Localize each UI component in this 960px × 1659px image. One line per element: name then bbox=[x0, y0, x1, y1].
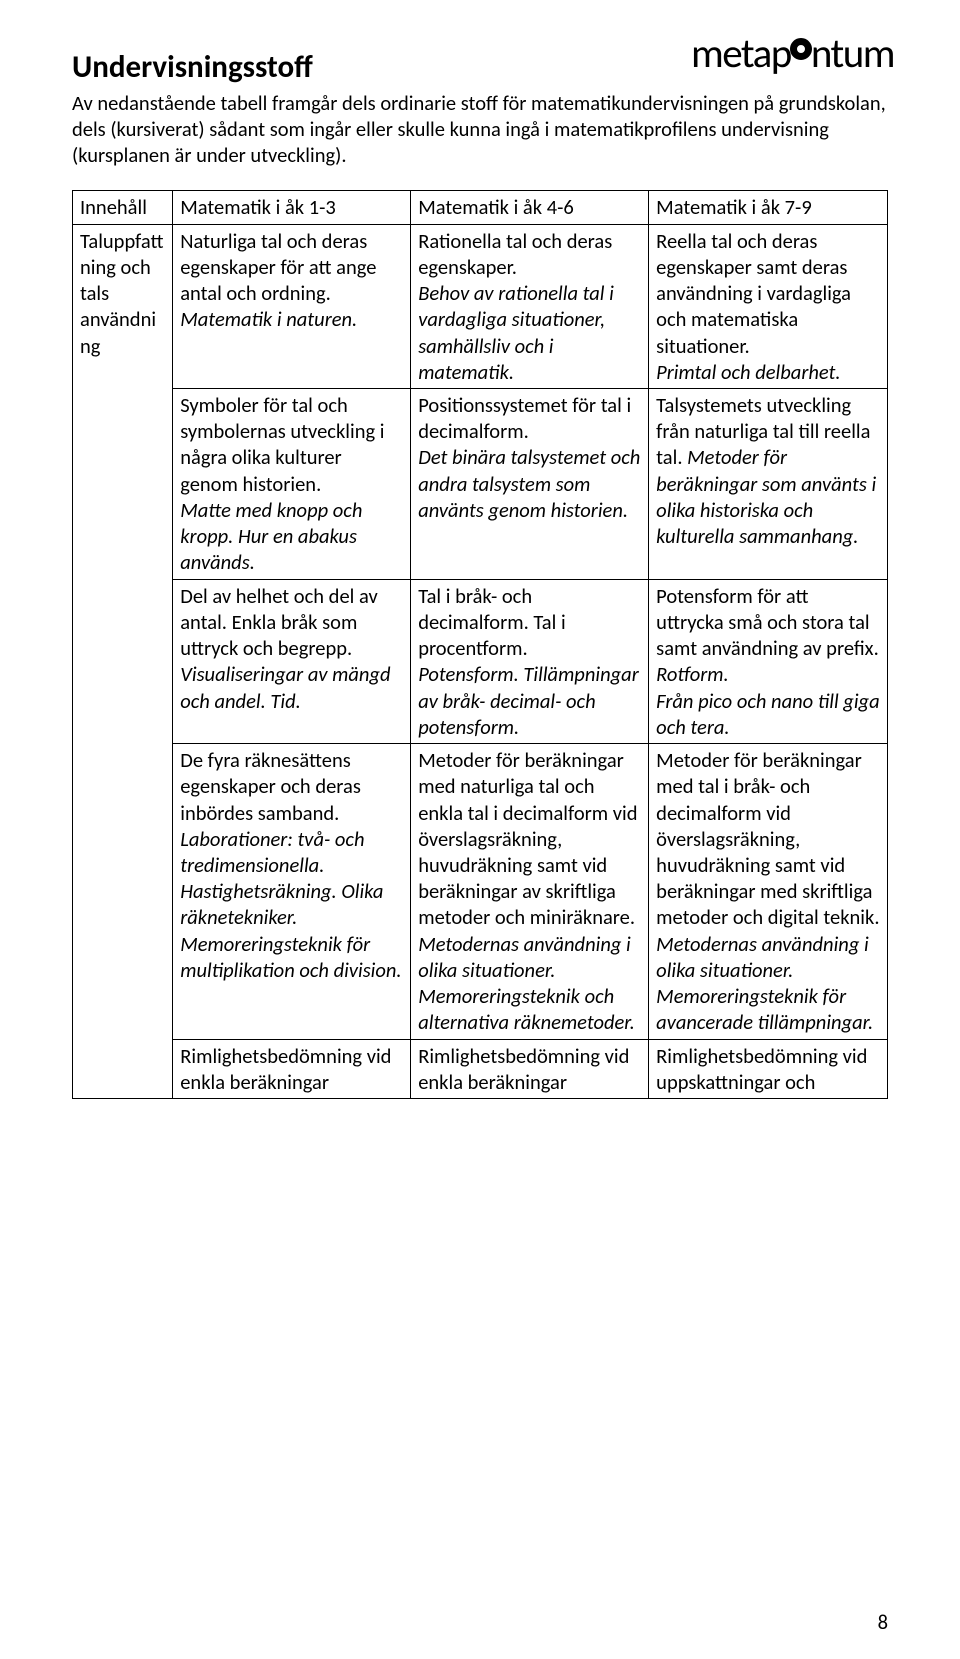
header-col0: Innehåll bbox=[73, 191, 173, 224]
cell-italic: Det binära talsystemet och andra talsyst… bbox=[418, 444, 640, 522]
cell-plain: Rimlighetsbedömning vid uppskattningar o… bbox=[656, 1043, 867, 1095]
table-header-row: Innehåll Matematik i åk 1-3 Matematik i … bbox=[73, 191, 888, 224]
logo-text-left: metap bbox=[691, 34, 791, 75]
header-col3: Matematik i åk 7-9 bbox=[649, 191, 888, 224]
header-col1: Matematik i åk 1-3 bbox=[173, 191, 411, 224]
cell-plain: Metoder för beräkningar med naturliga ta… bbox=[418, 747, 637, 930]
table-row: Taluppfattning och tals användning Natur… bbox=[73, 224, 888, 388]
header-col2: Matematik i åk 4-6 bbox=[411, 191, 649, 224]
cell-italic: Visualiseringar av mängd och andel. Tid. bbox=[180, 661, 390, 713]
cell: Del av helhet och del av antal. Enkla br… bbox=[173, 579, 411, 743]
cell-plain: Rimlighetsbedömning vid enkla beräkninga… bbox=[180, 1043, 391, 1095]
table-row: Rimlighetsbedömning vid enkla beräkninga… bbox=[73, 1039, 888, 1098]
cell: Naturliga tal och deras egenskaper för a… bbox=[173, 224, 411, 388]
cell: Symboler för tal och symbolernas utveckl… bbox=[173, 389, 411, 580]
cell-italic: Metoder för beräkningar som använts i ol… bbox=[656, 444, 876, 549]
cell-italic: Metodernas användning i olika situatione… bbox=[418, 931, 635, 1036]
table-row: De fyra räknesättens egenskaper och dera… bbox=[73, 744, 888, 1040]
cell-italic: Behov av rationella tal i vardagliga sit… bbox=[418, 280, 614, 385]
content-table: Innehåll Matematik i åk 1-3 Matematik i … bbox=[72, 190, 888, 1099]
table-row: Del av helhet och del av antal. Enkla br… bbox=[73, 579, 888, 743]
cell-italic: Matte med knopp och kropp. Hur en abakus… bbox=[180, 497, 362, 575]
cell: Metoder för beräkningar med tal i bråk- … bbox=[649, 744, 888, 1040]
logo-ring-icon bbox=[790, 38, 812, 60]
cell: Reella tal och deras egenskaper samt der… bbox=[649, 224, 888, 388]
document-page: metap ntum Undervisningsstoff Av nedanst… bbox=[0, 0, 960, 1659]
intro-paragraph: Av nedanstående tabell framgår dels ordi… bbox=[72, 90, 888, 169]
cell: Talsystemets utveckling från naturliga t… bbox=[649, 389, 888, 580]
cell-plain: Symboler för tal och symbolernas utveckl… bbox=[180, 392, 384, 497]
cell-italic: Matematik i naturen. bbox=[180, 306, 357, 332]
cell: Rimlighetsbedömning vid enkla beräkninga… bbox=[173, 1039, 411, 1098]
cell-plain: Naturliga tal och deras egenskaper för a… bbox=[180, 228, 376, 306]
cell: Rationella tal och deras egenskaper. Beh… bbox=[411, 224, 649, 388]
cell: Rimlighetsbedömning vid uppskattningar o… bbox=[649, 1039, 888, 1098]
cell-plain: Reella tal och deras egenskaper samt der… bbox=[656, 228, 851, 359]
cell-plain: De fyra räknesättens egenskaper och dera… bbox=[180, 747, 361, 825]
cell-plain: Del av helhet och del av antal. Enkla br… bbox=[180, 583, 378, 661]
cell-italic: Rotform. bbox=[656, 661, 728, 687]
cell: Metoder för beräkningar med naturliga ta… bbox=[411, 744, 649, 1040]
cell-plain: Rationella tal och deras egenskaper. bbox=[418, 228, 612, 280]
cell-italic: Laborationer: två- och tredimensionella.… bbox=[180, 826, 401, 983]
cell: Tal i bråk- och decimalform. Tal i proce… bbox=[411, 579, 649, 743]
cell-italic: Metodernas användning i olika situatione… bbox=[656, 931, 873, 1036]
page-number: 8 bbox=[878, 1609, 888, 1635]
row-category-label: Taluppfattning och tals användning bbox=[73, 224, 173, 1099]
logo-text-right: ntum bbox=[811, 34, 894, 75]
table-row: Symboler för tal och symbolernas utveckl… bbox=[73, 389, 888, 580]
cell: Potensform för att uttrycka små och stor… bbox=[649, 579, 888, 743]
cell: Positionssystemet för tal i decimalform.… bbox=[411, 389, 649, 580]
cell-plain: Potensform för att uttrycka små och stor… bbox=[656, 583, 879, 661]
cell-italic: Primtal och delbarhet. bbox=[656, 359, 840, 385]
brand-logo: metap ntum bbox=[691, 34, 894, 74]
cell-italic: Från pico och nano till giga och tera. bbox=[656, 688, 879, 740]
cell: De fyra räknesättens egenskaper och dera… bbox=[173, 744, 411, 1040]
cell: Rimlighetsbedömning vid enkla beräkninga… bbox=[411, 1039, 649, 1098]
cell-plain: Rimlighetsbedömning vid enkla beräkninga… bbox=[418, 1043, 629, 1095]
cell-italic: Potensform. Tillämpningar av bråk- decim… bbox=[418, 661, 639, 739]
cell-plain: Tal i bråk- och decimalform. Tal i proce… bbox=[418, 583, 565, 661]
cell-plain: Metoder för beräkningar med tal i bråk- … bbox=[656, 747, 879, 930]
cell-plain: Positionssystemet för tal i decimalform. bbox=[418, 392, 631, 444]
